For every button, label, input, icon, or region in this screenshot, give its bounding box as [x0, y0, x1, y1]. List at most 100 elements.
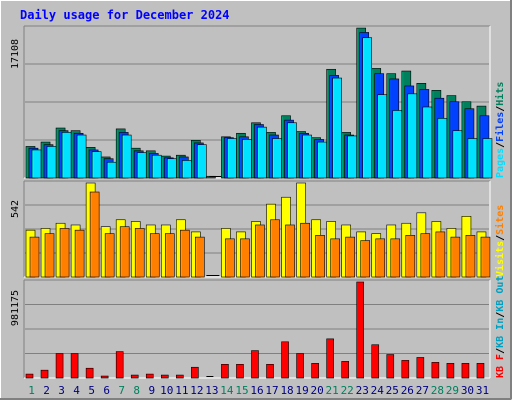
panel-middle: 542 Visits/Sites [10, 180, 506, 278]
bar [302, 134, 312, 179]
bar [270, 219, 280, 278]
x-tick-label: 29 [446, 384, 459, 397]
bar [25, 373, 34, 379]
bar [326, 338, 334, 379]
x-tick-label: 21 [326, 384, 339, 397]
bar [480, 236, 491, 278]
x-tick-label: 25 [386, 384, 399, 397]
bar [296, 353, 304, 379]
bar [285, 224, 295, 278]
bar [356, 281, 365, 379]
x-tick-label: 4 [73, 384, 80, 397]
bar [29, 236, 40, 278]
bar [242, 139, 252, 179]
bar [210, 275, 220, 276]
bar [386, 354, 395, 379]
bar [281, 341, 289, 379]
bar [76, 134, 87, 179]
series-pages [31, 37, 493, 179]
legend-entry: Hits [494, 82, 506, 106]
x-tick-label: 13 [205, 384, 218, 397]
bar [164, 233, 175, 278]
legend-entry: KB In [495, 318, 506, 348]
x-tick-label: 15 [235, 384, 248, 397]
legend-entry: / [495, 106, 506, 112]
bar [121, 134, 132, 179]
bar [257, 126, 267, 179]
bar [431, 362, 440, 379]
bar [119, 226, 130, 278]
bar [221, 364, 229, 379]
bar [160, 374, 169, 379]
bar [180, 229, 190, 278]
bar [44, 233, 55, 278]
legend-entry: / [495, 312, 506, 318]
bar [420, 233, 431, 278]
bar [332, 77, 342, 179]
bar [59, 228, 70, 278]
bar [134, 228, 145, 278]
x-tick-label: 27 [416, 384, 429, 397]
bar [405, 235, 416, 278]
legend-top: Pages/Files/Hits [494, 82, 506, 178]
bar [46, 146, 57, 179]
x-tick-label: 10 [160, 384, 173, 397]
bar [465, 235, 476, 278]
x-tick-label: 2 [43, 384, 50, 397]
x-tick-label: 6 [103, 384, 110, 397]
bar [191, 366, 199, 379]
bar [300, 222, 310, 278]
x-tick-label: 24 [371, 384, 385, 397]
bar [206, 376, 214, 377]
bar [266, 364, 274, 379]
legend-middle: Visits/Sites [494, 205, 506, 277]
bar [100, 375, 109, 379]
legend-entry: KB Out [495, 276, 506, 312]
bar [461, 363, 470, 379]
x-tick-label: 1 [28, 384, 35, 397]
bar [467, 138, 478, 179]
bar [115, 351, 124, 379]
bar [106, 161, 117, 179]
x-tick-label: 20 [311, 384, 324, 397]
legend-entry: Sites [494, 205, 506, 235]
bar [407, 93, 418, 179]
x-tick-label: 17 [265, 384, 278, 397]
bar [347, 135, 357, 179]
bar [392, 110, 403, 179]
bar [149, 233, 160, 278]
y-max-label: 17108 [10, 39, 21, 69]
legend-entry: / [495, 142, 506, 148]
bar [330, 238, 340, 278]
x-tick-label: 16 [250, 384, 263, 397]
bar [166, 158, 177, 179]
x-tick-label: 5 [88, 384, 95, 397]
bar [315, 235, 325, 278]
bar [89, 191, 100, 278]
bar [390, 238, 401, 278]
x-tick-label: 18 [280, 384, 293, 397]
legend-entry: / [495, 235, 506, 241]
bar [482, 138, 493, 179]
bar [176, 374, 184, 379]
legend-bottom: KB F/KB In/KB Out [495, 276, 506, 378]
panel-top: 17108 Pages/Files/Hits [10, 25, 506, 179]
bar [91, 151, 102, 179]
legend-entry: Pages [495, 148, 506, 178]
bar [255, 224, 265, 278]
bar [446, 363, 455, 379]
bar [240, 238, 250, 278]
bar [362, 37, 373, 179]
bar [422, 106, 433, 179]
bar [70, 353, 79, 379]
y-max-label: 542 [10, 200, 21, 218]
bar [225, 238, 235, 278]
x-tick-label: 28 [431, 384, 444, 397]
bar [360, 240, 371, 278]
bar [130, 374, 139, 379]
bar [311, 363, 319, 379]
y-max-label: 981175 [10, 290, 21, 326]
bar [145, 373, 154, 379]
